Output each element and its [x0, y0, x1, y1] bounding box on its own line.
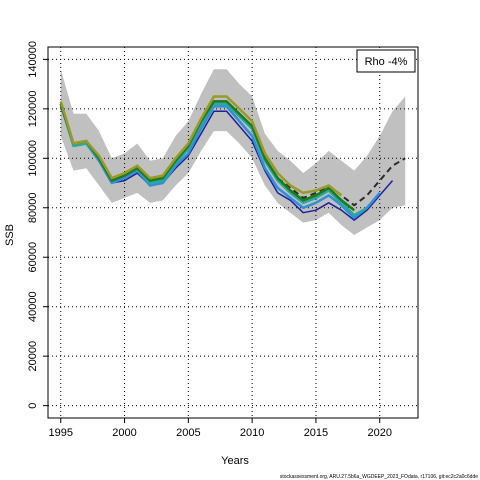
x-tick-label-2020: 2020	[367, 427, 391, 439]
y-tick-label-20000: 20000	[27, 341, 39, 372]
y-axis-title: SSB	[4, 224, 16, 246]
y-tick-label-60000: 60000	[27, 242, 39, 273]
series-line-3	[59, 103, 381, 219]
y-tick-label-80000: 80000	[27, 192, 39, 223]
x-tick-label-1995: 1995	[49, 427, 73, 439]
x-tick-label-2005: 2005	[176, 427, 200, 439]
plot-frame	[47, 46, 419, 419]
tick-labels: 1995 2000 2005 2010 2015 2020 0 20000 40000 60000…	[27, 41, 392, 439]
legend-box	[356, 49, 416, 73]
series-lines	[59, 95, 406, 221]
x-axis-title: Years	[221, 455, 249, 467]
footer-source: stockassessment.org, ARU.27.5b6a_WGDEEP_…	[280, 474, 478, 480]
axes	[43, 46, 419, 423]
y-tick-label-140000: 140000	[27, 41, 39, 78]
y-tick-label-40000: 40000	[27, 291, 39, 322]
legend-label: Rho -4%	[365, 56, 408, 68]
y-tick-label-100000: 100000	[27, 140, 39, 177]
x-tick-label-2000: 2000	[112, 427, 136, 439]
x-tick-label-2010: 2010	[240, 427, 264, 439]
legend: Rho -4%	[356, 49, 416, 73]
x-tick-label-2015: 2015	[304, 427, 328, 439]
y-tick-label-0: 0	[27, 403, 39, 409]
series-line-6	[59, 95, 343, 197]
grid-lines	[48, 47, 418, 418]
y-tick-label-120000: 120000	[27, 90, 39, 127]
